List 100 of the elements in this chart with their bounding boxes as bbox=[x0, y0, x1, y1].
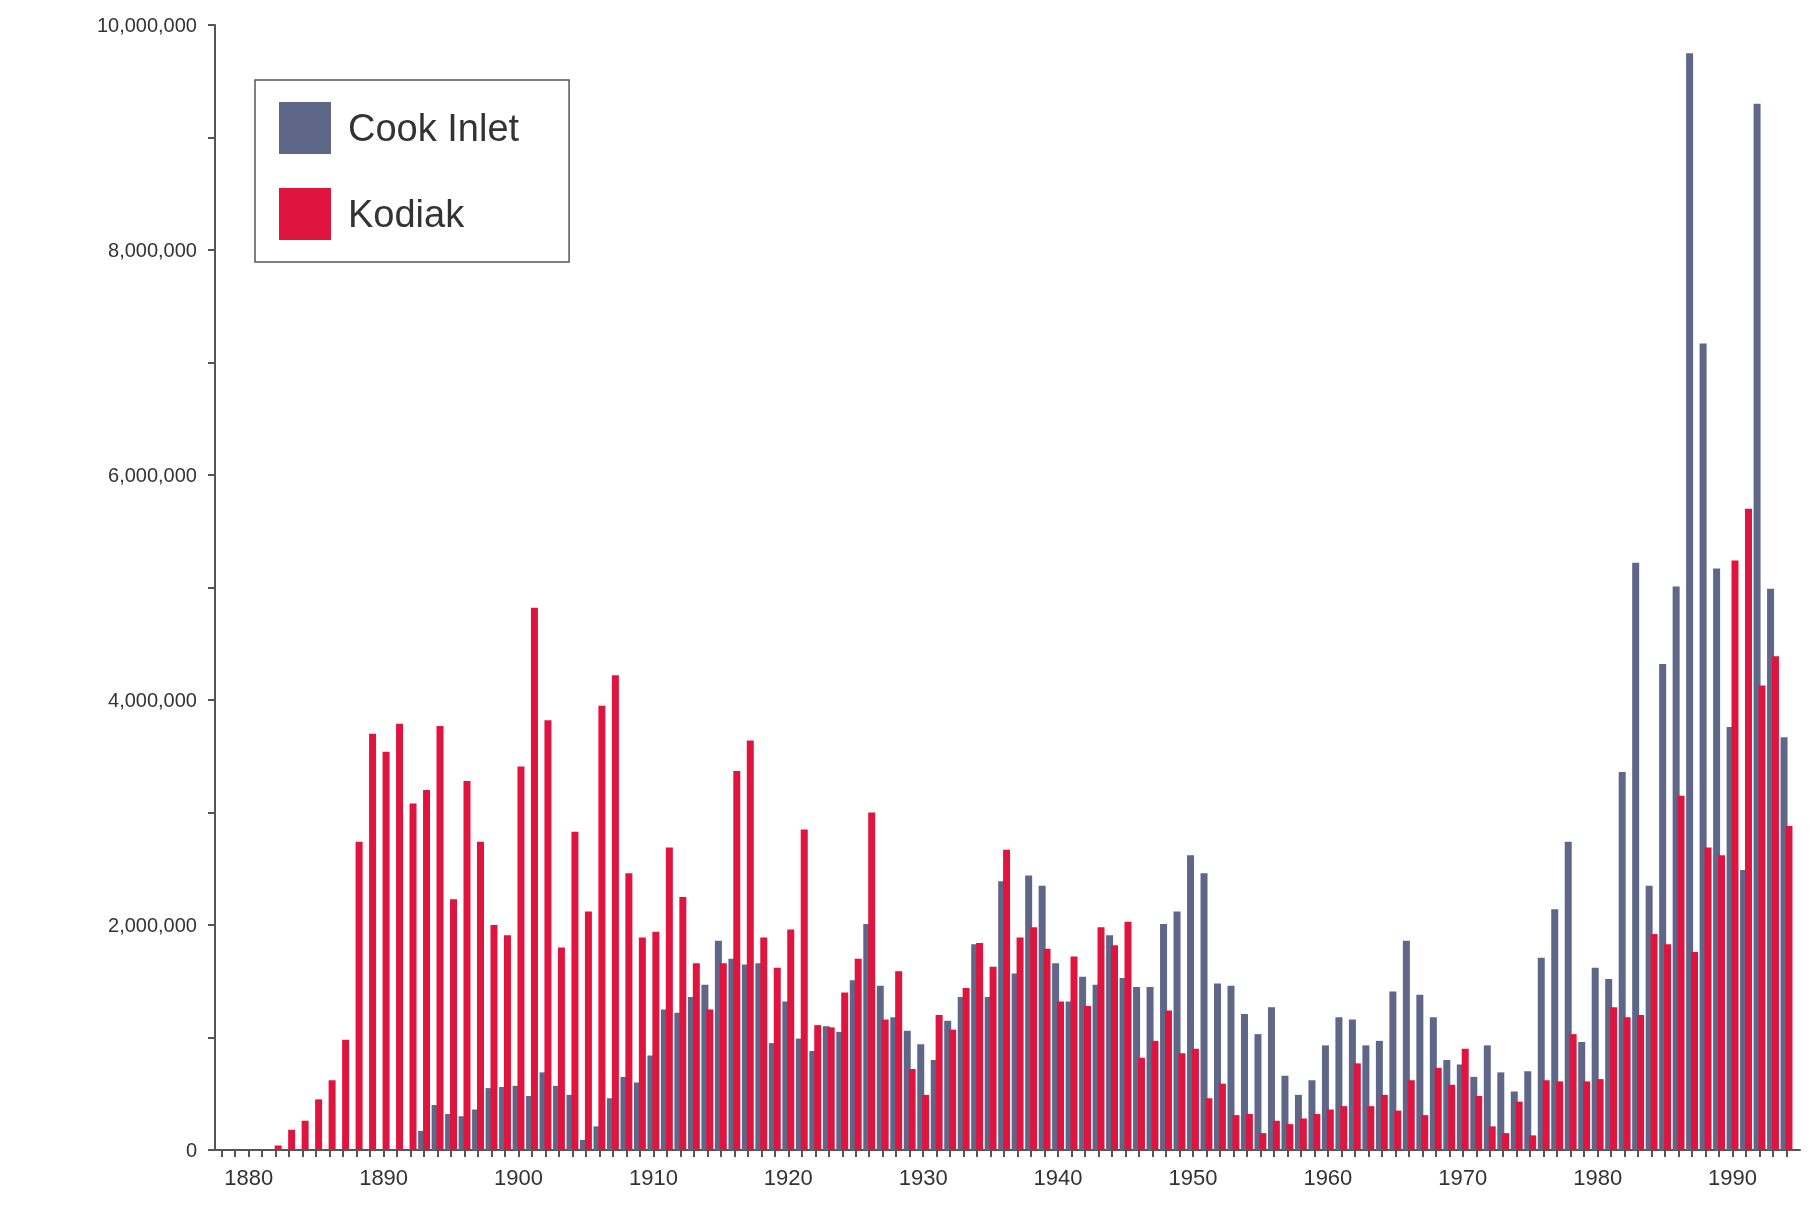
y-tick-label: 2,000,000 bbox=[108, 914, 197, 936]
bar bbox=[1205, 1098, 1213, 1150]
bar bbox=[1151, 1040, 1159, 1150]
bar bbox=[1084, 1006, 1092, 1150]
bar bbox=[288, 1129, 296, 1150]
bar bbox=[423, 790, 431, 1150]
bar bbox=[787, 929, 795, 1150]
bar bbox=[382, 751, 390, 1150]
bar bbox=[1272, 1120, 1280, 1150]
bar bbox=[544, 720, 552, 1150]
bar bbox=[1187, 855, 1195, 1150]
bar bbox=[881, 1019, 889, 1150]
y-tick-label: 10,000,000 bbox=[96, 14, 197, 36]
bar bbox=[1389, 991, 1397, 1150]
bar bbox=[1218, 1083, 1226, 1150]
bar bbox=[1326, 1109, 1334, 1150]
bar bbox=[733, 770, 741, 1150]
bar bbox=[1610, 1007, 1618, 1150]
bar bbox=[1313, 1114, 1321, 1150]
x-tick-label: 1900 bbox=[494, 1164, 543, 1190]
bar bbox=[1488, 1126, 1496, 1150]
bar bbox=[652, 931, 660, 1150]
bar bbox=[1402, 940, 1410, 1150]
bar bbox=[1057, 1001, 1065, 1150]
legend-label: Cook Inlet bbox=[348, 107, 520, 149]
bar bbox=[355, 841, 363, 1150]
bar bbox=[962, 988, 970, 1150]
bar bbox=[976, 943, 984, 1150]
bar bbox=[1299, 1118, 1307, 1150]
bar bbox=[1475, 1096, 1483, 1150]
bar bbox=[1367, 1106, 1375, 1150]
bar bbox=[611, 675, 619, 1150]
bar bbox=[949, 1029, 957, 1150]
bar bbox=[1650, 934, 1658, 1150]
bar bbox=[1097, 927, 1105, 1150]
bar bbox=[1421, 1115, 1429, 1150]
bar bbox=[1178, 1053, 1186, 1150]
bar bbox=[369, 733, 377, 1150]
bar bbox=[436, 725, 444, 1150]
bar bbox=[1744, 508, 1752, 1150]
bar bbox=[1043, 948, 1051, 1150]
bar bbox=[760, 937, 768, 1150]
bar bbox=[827, 1027, 835, 1150]
bar bbox=[1637, 1015, 1645, 1150]
bar bbox=[1259, 1133, 1267, 1150]
x-tick-label: 1990 bbox=[1708, 1164, 1758, 1190]
bar bbox=[1070, 956, 1078, 1150]
bar bbox=[1524, 1071, 1532, 1150]
bar bbox=[409, 803, 417, 1150]
legend-label: Kodiak bbox=[348, 193, 466, 235]
bar bbox=[1483, 1045, 1491, 1150]
x-tick-label: 1890 bbox=[359, 1164, 409, 1190]
bar bbox=[328, 1080, 336, 1150]
bar bbox=[692, 963, 700, 1150]
bar bbox=[517, 766, 525, 1150]
bar bbox=[396, 723, 404, 1150]
bar bbox=[854, 958, 862, 1150]
bar bbox=[625, 873, 633, 1150]
bar bbox=[1448, 1084, 1456, 1150]
bar bbox=[814, 1025, 822, 1150]
bar bbox=[895, 971, 903, 1150]
x-tick-label: 1930 bbox=[898, 1164, 948, 1190]
bar bbox=[301, 1120, 309, 1150]
bar bbox=[1569, 1034, 1577, 1150]
bar bbox=[1704, 847, 1712, 1150]
bar bbox=[665, 847, 673, 1150]
bar bbox=[584, 911, 592, 1150]
bar bbox=[1785, 826, 1793, 1150]
bar bbox=[571, 831, 579, 1150]
x-tick-label: 1970 bbox=[1438, 1164, 1488, 1190]
bar bbox=[1380, 1094, 1388, 1150]
bar bbox=[1137, 1057, 1145, 1150]
bar bbox=[935, 1015, 943, 1150]
bar bbox=[1416, 994, 1424, 1150]
x-tick-label: 1910 bbox=[628, 1164, 678, 1190]
bar bbox=[1497, 1072, 1505, 1150]
bar bbox=[1030, 927, 1038, 1150]
bar bbox=[841, 992, 849, 1150]
bar bbox=[1110, 945, 1118, 1150]
bar bbox=[1596, 1079, 1604, 1150]
bar bbox=[1731, 560, 1739, 1150]
bar bbox=[1664, 944, 1672, 1150]
bar bbox=[1407, 1080, 1415, 1150]
bar bbox=[719, 963, 727, 1150]
bar bbox=[746, 740, 754, 1150]
bar bbox=[1758, 685, 1766, 1150]
bar bbox=[1434, 1067, 1442, 1150]
bar bbox=[1267, 1007, 1275, 1150]
bar bbox=[1340, 1106, 1348, 1150]
bar bbox=[557, 947, 565, 1150]
bar bbox=[922, 1094, 930, 1150]
x-tick-label: 1880 bbox=[224, 1164, 274, 1190]
bar bbox=[503, 935, 511, 1150]
bar bbox=[1286, 1124, 1294, 1150]
bar bbox=[1718, 855, 1726, 1150]
x-tick-label: 1950 bbox=[1168, 1164, 1218, 1190]
bar bbox=[800, 829, 808, 1150]
x-tick-label: 1960 bbox=[1303, 1164, 1353, 1190]
y-tick-label: 0 bbox=[185, 1139, 197, 1161]
bar bbox=[1686, 53, 1694, 1150]
